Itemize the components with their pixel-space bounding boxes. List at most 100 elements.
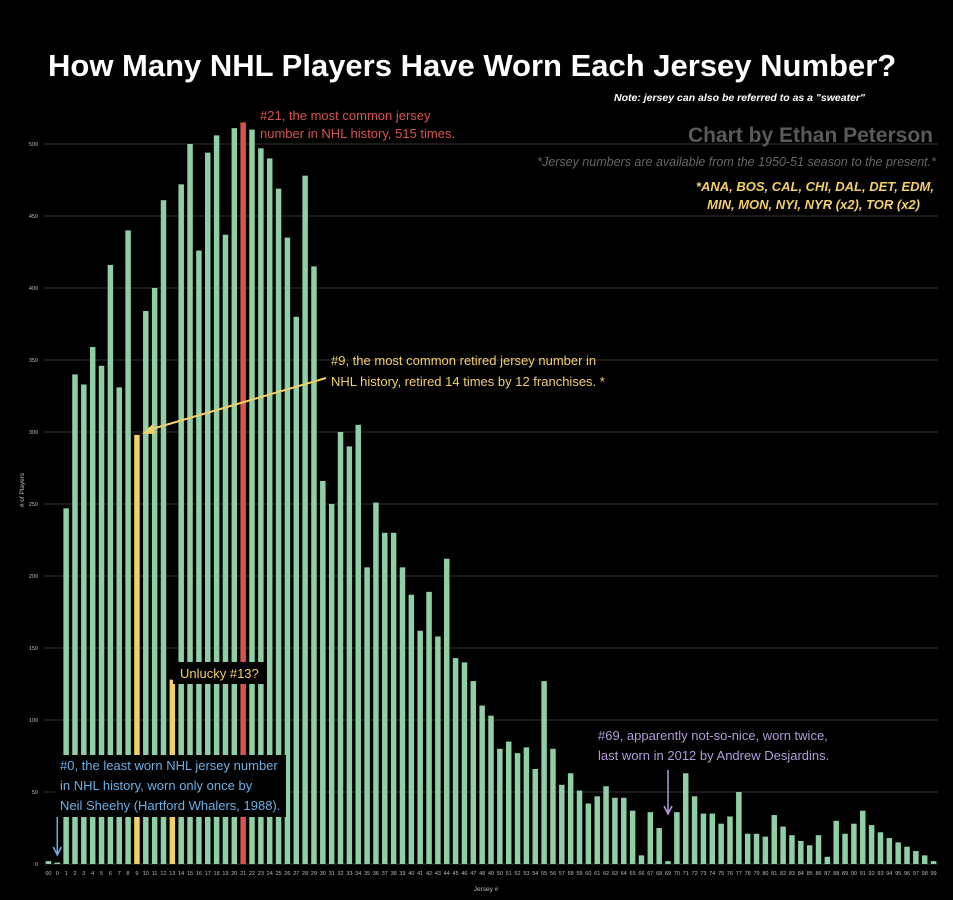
bar-10 — [143, 311, 149, 864]
bar-78 — [744, 833, 751, 864]
bar-17 — [205, 152, 211, 864]
x-tick-label: 59 — [576, 871, 582, 877]
x-tick-label: 53 — [523, 871, 529, 877]
bar-29 — [311, 266, 317, 864]
sweater-note: Note: jersey can also be referred to as … — [614, 92, 866, 104]
bar-81 — [771, 815, 777, 864]
x-tick-label: 88 — [833, 871, 839, 877]
x-tick-label: 31 — [329, 871, 335, 877]
x-tick-label: 85 — [807, 871, 813, 877]
bar-00 — [45, 861, 52, 864]
x-tick-label: 79 — [753, 871, 759, 877]
x-tick-label: 58 — [568, 871, 574, 877]
x-tick-label: 7 — [118, 871, 121, 877]
x-tick-label: 34 — [355, 871, 361, 877]
x-tick-label: 61 — [594, 871, 600, 877]
least-worn-label-box — [55, 755, 286, 817]
y-tick-labels: 0 50 100 150 200 250 300 350 400 450 500 — [29, 142, 38, 868]
x-tick-label: 00 — [45, 871, 51, 877]
x-tick-label: 14 — [178, 871, 184, 877]
x-tick-label: 94 — [886, 871, 892, 877]
bar-64 — [621, 797, 627, 864]
x-tick-label: 67 — [647, 871, 653, 877]
x-tick-label: 0 — [56, 871, 59, 877]
x-tick-label: 36 — [373, 871, 379, 877]
bar-55 — [541, 681, 547, 864]
x-tick-label: 4 — [91, 871, 94, 877]
bar-11 — [151, 288, 158, 864]
bar-79 — [753, 833, 760, 864]
x-tick-label: 52 — [514, 871, 520, 877]
bar-19 — [222, 234, 229, 865]
x-tick-label: 38 — [391, 871, 397, 877]
y-tick-label: 400 — [29, 286, 38, 292]
x-tick-label: 13 — [169, 871, 175, 877]
x-tick-label: 68 — [656, 871, 662, 877]
y-tick-label: 50 — [32, 790, 38, 796]
x-tick-label: 54 — [532, 871, 538, 877]
x-tick-labels: 00 0 1 2 3 4 5 6 7 8 9 10 11 12 13 14 15 16 17 18 19 20 21 22 23… — [45, 871, 936, 877]
bar-32 — [337, 432, 344, 864]
bar-48 — [479, 705, 485, 864]
y-tick-label: 300 — [29, 430, 38, 436]
bar-23 — [258, 148, 264, 864]
bar-57 — [559, 784, 565, 864]
x-tick-label: 40 — [408, 871, 414, 877]
bar-0 — [54, 862, 61, 864]
bar-58 — [567, 773, 574, 864]
bar-26 — [284, 237, 291, 865]
x-tick-label: 35 — [364, 871, 370, 877]
x-tick-label: 22 — [249, 871, 255, 877]
y-tick-label: 0 — [35, 862, 38, 868]
x-tick-label: 27 — [293, 871, 299, 877]
bar-95 — [895, 842, 901, 864]
x-axis-label: Jersey # — [474, 886, 499, 893]
x-tick-label: 42 — [426, 871, 432, 877]
bar-60 — [585, 803, 592, 864]
x-tick-label: 5 — [100, 871, 103, 877]
x-tick-label: 72 — [692, 871, 698, 877]
bar-5 — [98, 365, 105, 864]
x-tick-label: 66 — [638, 871, 644, 877]
bar-74 — [709, 813, 716, 864]
bar-31 — [328, 504, 335, 864]
bar-37 — [382, 532, 388, 864]
bar-1 — [63, 508, 69, 864]
bar-83 — [789, 835, 795, 864]
x-tick-label: 65 — [630, 871, 636, 877]
bar-68 — [656, 828, 662, 864]
x-tick-label: 30 — [320, 871, 326, 877]
bar-98 — [921, 855, 928, 864]
x-tick-label: 73 — [700, 871, 706, 877]
bar-33 — [346, 446, 353, 864]
bar-46 — [461, 662, 468, 864]
x-tick-label: 81 — [771, 871, 777, 877]
x-tick-label: 20 — [231, 871, 237, 877]
x-tick-label: 28 — [302, 871, 308, 877]
bar-30 — [320, 480, 326, 864]
bar-52 — [514, 753, 521, 864]
x-tick-label: 80 — [762, 871, 768, 877]
retired-teams-line-2: MIN, MON, NYI, NYR (x2), TOR (x2) — [707, 197, 920, 212]
bar-36 — [373, 502, 379, 864]
x-tick-label: 60 — [585, 871, 591, 877]
bar-63 — [612, 797, 618, 864]
bar-87 — [824, 856, 831, 864]
arrowhead-69 — [663, 805, 673, 816]
bar-24 — [266, 158, 273, 864]
bar-86 — [815, 835, 822, 864]
bar-3 — [81, 384, 87, 864]
x-tick-label: 8 — [127, 871, 130, 877]
y-tick-label: 150 — [29, 646, 38, 652]
bar-45 — [452, 658, 459, 864]
x-tick-label: 74 — [709, 871, 715, 877]
bar-76 — [727, 816, 733, 864]
bar-61 — [594, 796, 600, 864]
x-tick-label: 47 — [470, 871, 476, 877]
x-tick-label: 16 — [196, 871, 202, 877]
x-tick-label: 82 — [780, 871, 786, 877]
bar-96 — [904, 846, 910, 864]
bar-92 — [868, 825, 875, 864]
chart-title: How Many NHL Players Have Worn Each Jers… — [48, 48, 896, 83]
